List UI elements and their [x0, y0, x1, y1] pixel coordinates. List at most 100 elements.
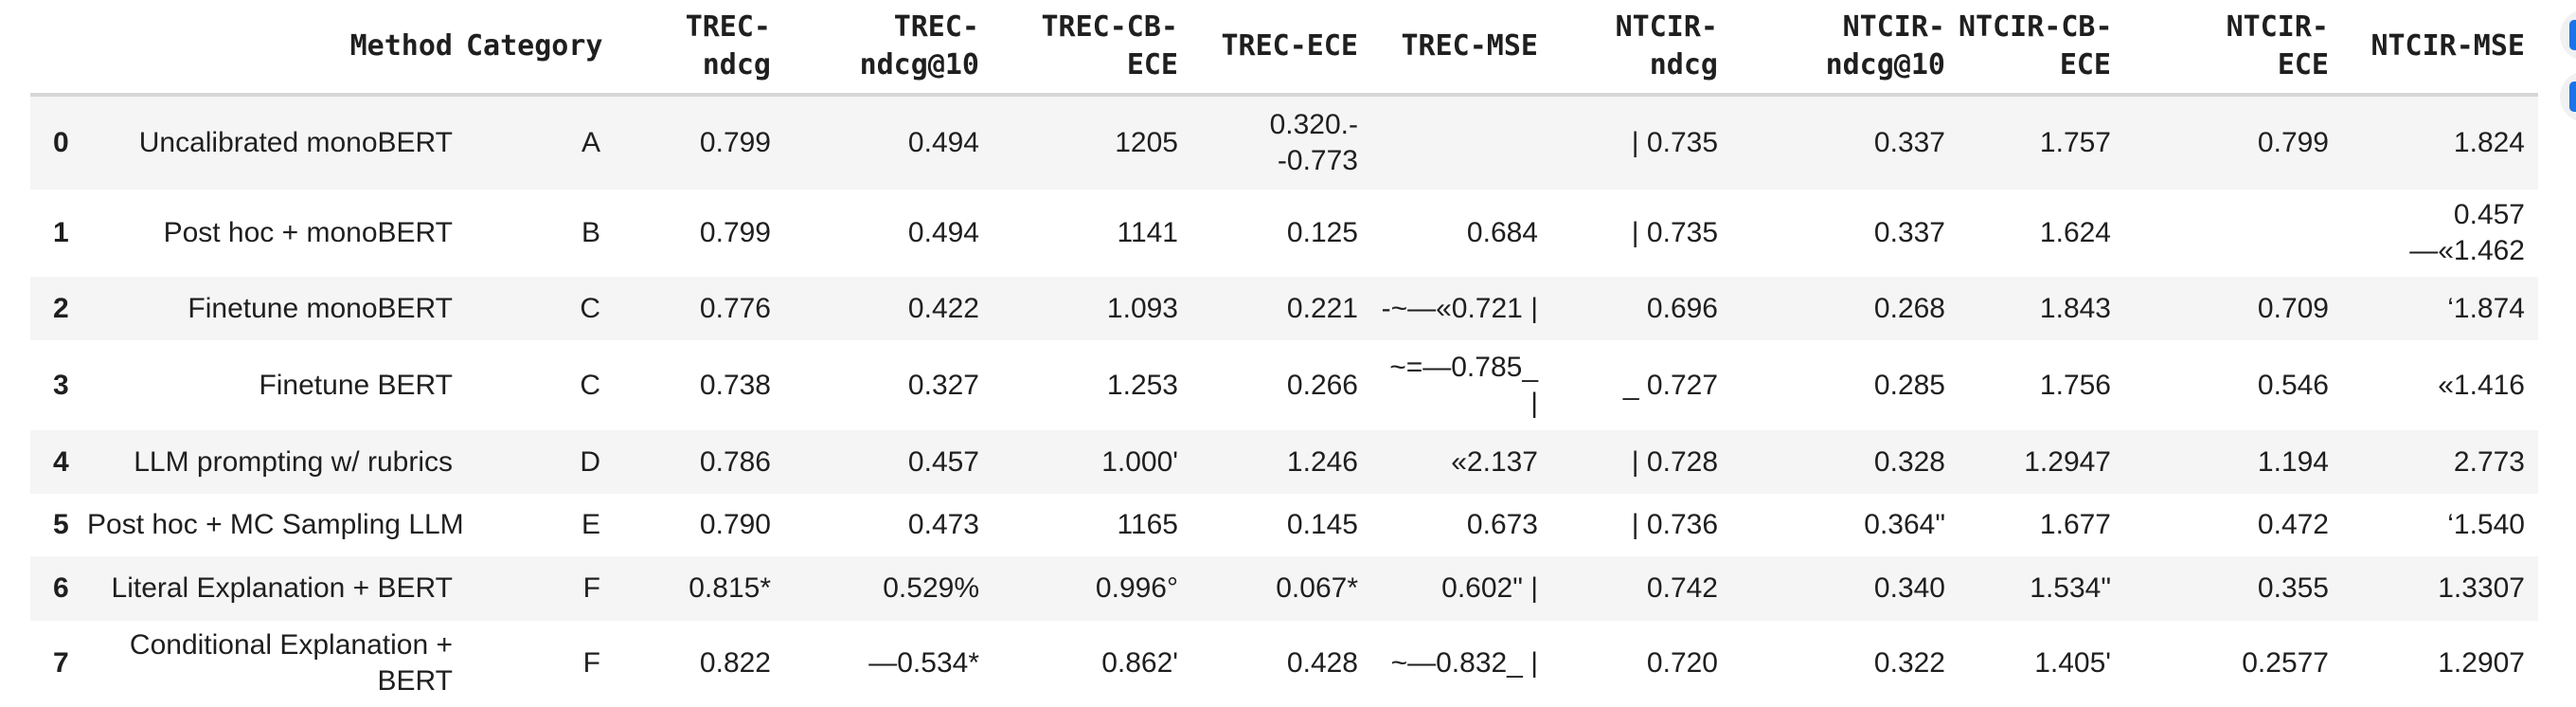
cell-trec_cb_ece: 1.253: [1106, 369, 1178, 401]
cell-ntcir_cb_ece: 1.405': [2034, 647, 2111, 679]
cell-trec_ece: 0.320.- -0.773: [1269, 109, 1358, 176]
row-index: 1: [53, 217, 69, 248]
cell-trec_ndcg: 0.776: [699, 292, 771, 324]
table-row: 5 Post hoc + MC Sampling LLM E 0.790 0.473 11…: [30, 494, 2538, 556]
cell-ntcir_cb_ece: 1.2947: [2024, 445, 2111, 478]
row-index: 5: [53, 509, 69, 540]
cell-trec_ndcg: 0.790: [699, 509, 771, 540]
cell-ntcir_ndcg_at_10: 0.340: [1873, 572, 1945, 604]
cell-method: LLM prompting w/ rubrics: [134, 445, 453, 478]
table-row: 0 Uncalibrated monoBERT A 0.799 0.494 1205 0.3…: [30, 95, 2538, 190]
column-header-ntcir_ece: NTCIR- ECE: [2124, 0, 2342, 97]
cell-trec_ece: 1.246: [1286, 445, 1358, 478]
cell-ntcir_ndcg: 0.720: [1646, 647, 1718, 679]
cell-trec_ndcg_at_10: 0.529%: [883, 572, 979, 604]
row-index: 7: [53, 647, 69, 679]
cell-trec_mse: -~—«0.721 |: [1381, 292, 1538, 324]
cell-trec_ece: 0.428: [1286, 647, 1358, 679]
cell-trec_cb_ece: 1165: [1117, 509, 1178, 540]
cell-trec_ece: 0.266: [1286, 369, 1358, 401]
cell-ntcir_cb_ece: 1.843: [2039, 292, 2111, 324]
cell-method: Conditional Explanation + BERT: [129, 629, 453, 697]
cell-trec_ndcg_at_10: 0.494: [907, 217, 979, 248]
cell-trec_ece: 0.125: [1286, 217, 1358, 248]
cell-trec_cb_ece: 0.996°: [1095, 572, 1178, 604]
cell-ntcir_ndcg: | 0.736: [1631, 509, 1718, 540]
cell-ntcir_mse: 1.3307: [2438, 572, 2525, 604]
cell-ntcir_ece: 0.472: [2257, 509, 2329, 540]
cell-method: Literal Explanation + BERT: [111, 572, 453, 604]
cell-trec_mse: «2.137: [1451, 445, 1538, 478]
cell-trec_mse: 0.602" |: [1441, 572, 1538, 604]
cell-ntcir_ndcg: | 0.735: [1631, 127, 1718, 158]
column-header-trec_ece: TREC-ECE: [1191, 0, 1371, 97]
cell-ntcir_cb_ece: 1.534": [2030, 572, 2111, 604]
row-index: 4: [53, 445, 69, 478]
column-header-ntcir_cb_ece: NTCIR-CB- ECE: [1959, 0, 2124, 97]
column-header-trec_ndcg: TREC-ndcg: [614, 0, 784, 97]
column-header-trec_ndcg_at_10: TREC-ndcg@10: [784, 0, 993, 97]
cell-trec_mse: [1371, 95, 1551, 190]
cell-trec_mse: ~—0.832_ |: [1390, 647, 1538, 679]
cell-trec_mse: 0.684: [1466, 217, 1538, 248]
table-action-button-top[interactable]: [2560, 9, 2576, 61]
cell-category: C: [580, 369, 600, 401]
cell-trec_ndcg_at_10: 0.327: [907, 369, 979, 401]
cell-ntcir_cb_ece: 1.677: [2039, 509, 2111, 540]
table-action-button-bottom[interactable]: [2560, 71, 2576, 122]
cell-trec_ndcg: 0.799: [699, 127, 771, 158]
cell-ntcir_ece: 1.194: [2257, 445, 2329, 478]
table-row: 1 Post hoc + monoBERT B 0.799 0.494 1141 0.125…: [30, 190, 2538, 277]
cell-ntcir_ndcg: 0.696: [1646, 292, 1718, 324]
cell-ntcir_ece: 0.709: [2257, 292, 2329, 324]
cell-trec_ndcg_at_10: 0.494: [907, 127, 979, 158]
cell-trec_cb_ece: 1.000': [1101, 445, 1178, 478]
cell-method: Post hoc + monoBERT: [163, 217, 453, 248]
index-header: [30, 0, 87, 97]
cell-ntcir_mse: 1.2907: [2438, 647, 2525, 679]
cell-ntcir_ndcg_at_10: 0.285: [1873, 369, 1945, 401]
cell-ntcir_ece: 0.799: [2257, 127, 2329, 158]
cell-trec_ndcg: 0.822: [699, 647, 771, 679]
cell-trec_ndcg: 0.815*: [689, 572, 771, 604]
row-index: 0: [53, 127, 69, 158]
cell-ntcir_cb_ece: 1.757: [2039, 127, 2111, 158]
cell-method: Finetune monoBERT: [188, 292, 453, 324]
column-header-ntcir_ndcg_at_10: NTCIR-ndcg@10: [1731, 0, 1959, 97]
cell-category: A: [581, 127, 600, 158]
cell-trec_mse: ~=—0.785_ |: [1389, 351, 1538, 419]
cell-ntcir_ece: 0.546: [2257, 369, 2329, 401]
column-header-method: Method: [87, 0, 466, 97]
cell-category: F: [582, 572, 600, 604]
table-icon: [2569, 20, 2576, 50]
cell-category: C: [580, 292, 600, 324]
table-row: 4 LLM prompting w/ rubrics D 0.786 0.457 1.00…: [30, 430, 2538, 494]
cell-trec_ndcg: 0.786: [699, 445, 771, 478]
column-header-category: Category: [466, 0, 614, 97]
cell-ntcir_ece: 0.355: [2257, 572, 2329, 604]
column-header-trec_cb_ece: TREC-CB- ECE: [993, 0, 1191, 97]
cell-ntcir_cb_ece: 1.624: [2039, 217, 2111, 248]
cell-ntcir_ndcg_at_10: 0.322: [1873, 647, 1945, 679]
cell-ntcir_ndcg: 0.742: [1646, 572, 1718, 604]
dataframe-table: Method Category TREC-ndcg TREC-ndcg@10 TREC-…: [30, 0, 2538, 706]
cell-category: B: [581, 217, 600, 248]
cell-ntcir_mse: 1.824: [2453, 127, 2525, 158]
cell-method: Uncalibrated monoBERT: [138, 127, 453, 158]
cell-ntcir_ndcg_at_10: 0.328: [1873, 445, 1945, 478]
cell-ntcir_ece: [2124, 190, 2342, 277]
table-row: 7 Conditional Explanation + BERT F 0.822 —0.5…: [30, 621, 2538, 706]
cell-category: F: [582, 647, 600, 679]
cell-ntcir_ndcg_at_10: 0.337: [1873, 127, 1945, 158]
column-header-ntcir_ndcg: NTCIR-ndcg: [1551, 0, 1731, 97]
column-header-ntcir_mse: NTCIR-MSE: [2342, 0, 2538, 97]
table-body: 0 Uncalibrated monoBERT A 0.799 0.494 1205 0.3…: [30, 95, 2538, 706]
cell-ntcir_ndcg_at_10: 0.337: [1873, 217, 1945, 248]
cell-ntcir_ece: 0.2577: [2242, 647, 2329, 679]
cell-ntcir_mse: ‘1.540: [2447, 509, 2525, 540]
row-index: 3: [53, 369, 69, 401]
cell-ntcir_ndcg_at_10: 0.268: [1873, 292, 1945, 324]
cell-ntcir_mse: «1.416: [2438, 369, 2525, 401]
cell-method: Finetune BERT: [259, 369, 453, 401]
cell-category: E: [581, 509, 600, 540]
